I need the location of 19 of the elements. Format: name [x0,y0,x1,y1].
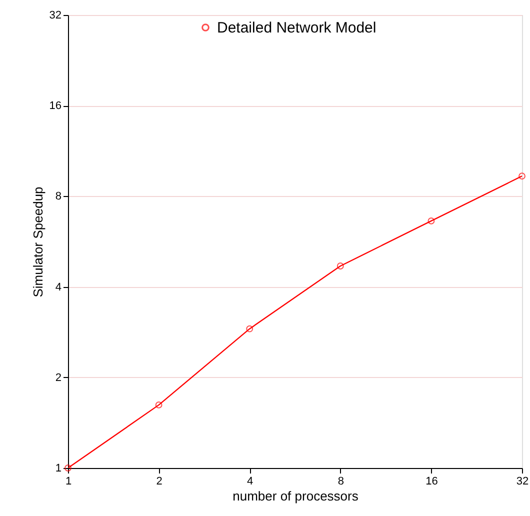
point [336,262,344,270]
x-tick-label: 2 [156,476,162,488]
y-tick-label: 1 [55,462,62,474]
y-tick-label: 16 [49,100,62,112]
y-tick-label: 2 [55,372,62,384]
point [155,401,162,408]
legend-label: Detailed Network Model [217,20,376,36]
y-tick-label: 32 [49,10,62,22]
x-tick-label: 4 [247,476,254,488]
y-axis-title: Simulator Speedup [30,186,46,298]
x-axis-title: number of processors [232,488,359,504]
x-tick-label: 1 [65,476,72,488]
y-tick-label: 8 [55,190,62,203]
point [428,217,435,224]
point [246,325,254,332]
x-tick-label: 16 [426,476,438,488]
x-tick-label: 8 [338,476,344,488]
x-tick-label: 32 [516,476,529,488]
y-tick-label: 4 [55,281,62,294]
